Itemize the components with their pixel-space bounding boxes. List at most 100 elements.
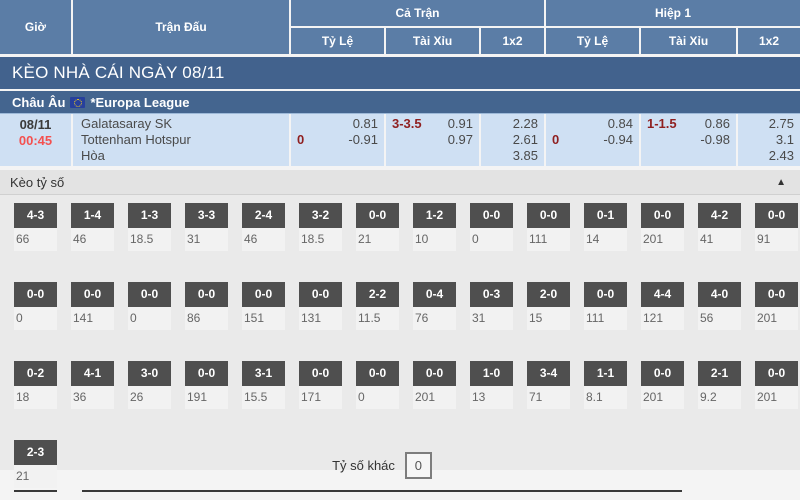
- score-pill[interactable]: 2-1: [698, 361, 741, 386]
- score-cell[interactable]: 0-0 201: [755, 361, 798, 409]
- score-pill[interactable]: 4-1: [71, 361, 114, 386]
- collapse-arrow-icon[interactable]: ▲: [776, 176, 786, 188]
- score-pill[interactable]: 0-0: [413, 361, 456, 386]
- score-cell[interactable]: 0-4 76: [413, 282, 456, 330]
- score-cell[interactable]: 4-1 36: [71, 361, 114, 409]
- score-pill[interactable]: 0-0: [356, 203, 399, 228]
- score-cell[interactable]: 0-0 201: [641, 203, 684, 251]
- score-pill[interactable]: 0-0: [14, 282, 57, 307]
- league-row[interactable]: Châu Âu *Europa League: [0, 91, 800, 114]
- full-1x2-draw-odds[interactable]: 3.85: [512, 148, 538, 163]
- score-pill[interactable]: 0-0: [128, 282, 171, 307]
- score-pill[interactable]: 0-0: [641, 361, 684, 386]
- score-pill[interactable]: 0-0: [185, 361, 228, 386]
- score-cell[interactable]: 0-3 31: [470, 282, 513, 330]
- score-cell[interactable]: 0-0 171: [299, 361, 342, 409]
- score-cell[interactable]: 4-4 121: [641, 282, 684, 330]
- full-1x2-away-odds[interactable]: 2.61: [512, 132, 538, 147]
- score-pill[interactable]: 0-2: [14, 361, 57, 386]
- score-pill[interactable]: 0-1: [584, 203, 627, 228]
- score-cell[interactable]: 0-0 0: [14, 282, 57, 330]
- score-pill[interactable]: 0-0: [356, 361, 399, 386]
- score-cell[interactable]: 0-0 201: [755, 282, 798, 330]
- score-pill[interactable]: 1-3: [128, 203, 171, 228]
- full-over-odds[interactable]: 0.91: [447, 116, 473, 131]
- full-handicap-cell[interactable]: 0.81 0 -0.91: [291, 114, 384, 166]
- score-cell[interactable]: 0-0 151: [242, 282, 285, 330]
- score-pill[interactable]: 1-4: [71, 203, 114, 228]
- score-cell[interactable]: 4-3 66: [14, 203, 57, 251]
- score-cell[interactable]: 1-2 10: [413, 203, 456, 251]
- score-pill[interactable]: 4-2: [698, 203, 741, 228]
- score-cell[interactable]: 2-4 46: [242, 203, 285, 251]
- full-handicap-away-odds[interactable]: -0.91: [348, 132, 378, 147]
- half-handicap-cell[interactable]: 0.84 0 -0.94: [546, 114, 639, 166]
- score-cell[interactable]: 0-0 111: [527, 203, 570, 251]
- score-cell[interactable]: 1-3 18.5: [128, 203, 171, 251]
- score-pill[interactable]: 2-0: [527, 282, 570, 307]
- score-pill[interactable]: 0-0: [299, 361, 342, 386]
- score-cell[interactable]: 0-2 18: [14, 361, 57, 409]
- score-cell[interactable]: 3-3 31: [185, 203, 228, 251]
- score-cell[interactable]: 3-2 18.5: [299, 203, 342, 251]
- score-cell[interactable]: 0-0 0: [356, 361, 399, 409]
- score-cell[interactable]: 4-2 41: [698, 203, 741, 251]
- score-cell[interactable]: 0-0 91: [755, 203, 798, 251]
- score-cell[interactable]: 4-0 56: [698, 282, 741, 330]
- score-cell[interactable]: 0-1 14: [584, 203, 627, 251]
- score-pill[interactable]: 0-0: [755, 361, 798, 386]
- full-overunder-cell[interactable]: 3-3.5 0.91 0.97: [386, 114, 479, 166]
- score-cell[interactable]: 3-4 71: [527, 361, 570, 409]
- full-under-odds[interactable]: 0.97: [447, 132, 473, 147]
- score-pill[interactable]: 0-3: [470, 282, 513, 307]
- score-cell[interactable]: 0-0 201: [413, 361, 456, 409]
- score-pill[interactable]: 3-4: [527, 361, 570, 386]
- score-pill[interactable]: 4-3: [14, 203, 57, 228]
- score-pill[interactable]: 4-4: [641, 282, 684, 307]
- full-1x2-cell[interactable]: 2.28 2.61 3.85: [481, 114, 544, 166]
- half-over-odds[interactable]: 0.86: [704, 116, 730, 131]
- half-handicap-away-odds[interactable]: -0.94: [603, 132, 633, 147]
- score-cell[interactable]: 0-0 141: [71, 282, 114, 330]
- score-cell[interactable]: 1-0 13: [470, 361, 513, 409]
- score-pill[interactable]: 0-0: [71, 282, 114, 307]
- score-cell[interactable]: 3-1 15.5: [242, 361, 285, 409]
- score-pill[interactable]: 3-2: [299, 203, 342, 228]
- score-pill[interactable]: 0-0: [299, 282, 342, 307]
- score-section-header[interactable]: Kèo tỷ số ▲: [0, 170, 800, 195]
- score-cell[interactable]: 0-0 0: [128, 282, 171, 330]
- score-cell[interactable]: 0-0 0: [470, 203, 513, 251]
- score-pill[interactable]: 0-0: [185, 282, 228, 307]
- score-pill[interactable]: 0-0: [470, 203, 513, 228]
- score-cell[interactable]: 0-0 201: [641, 361, 684, 409]
- full-1x2-home-odds[interactable]: 2.28: [512, 116, 538, 131]
- score-cell[interactable]: 2-3 21: [14, 440, 57, 492]
- score-pill[interactable]: 0-0: [527, 203, 570, 228]
- half-1x2-draw-odds[interactable]: 2.43: [768, 148, 794, 163]
- score-pill[interactable]: 0-0: [755, 203, 798, 228]
- score-cell[interactable]: 0-0 131: [299, 282, 342, 330]
- score-pill[interactable]: 0-0: [242, 282, 285, 307]
- score-cell[interactable]: 0-0 111: [584, 282, 627, 330]
- other-score-input[interactable]: 0: [404, 451, 432, 479]
- score-pill[interactable]: 1-1: [584, 361, 627, 386]
- score-pill[interactable]: 2-3: [14, 440, 57, 465]
- score-pill[interactable]: 3-0: [128, 361, 171, 386]
- score-cell[interactable]: 2-1 9.2: [698, 361, 741, 409]
- score-cell[interactable]: 1-1 8.1: [584, 361, 627, 409]
- score-cell[interactable]: 3-0 26: [128, 361, 171, 409]
- score-pill[interactable]: 3-3: [185, 203, 228, 228]
- score-cell[interactable]: 1-4 46: [71, 203, 114, 251]
- score-cell[interactable]: 0-0 21: [356, 203, 399, 251]
- half-under-odds[interactable]: -0.98: [700, 132, 730, 147]
- score-pill[interactable]: 3-1: [242, 361, 285, 386]
- half-1x2-home-odds[interactable]: 2.75: [768, 116, 794, 131]
- score-cell[interactable]: 0-0 86: [185, 282, 228, 330]
- score-cell[interactable]: 2-0 15: [527, 282, 570, 330]
- score-pill[interactable]: 1-2: [413, 203, 456, 228]
- match-teams-cell[interactable]: Galatasaray SK Tottenham Hotspur Hòa: [73, 114, 289, 166]
- score-pill[interactable]: 0-0: [641, 203, 684, 228]
- score-cell[interactable]: 0-0 191: [185, 361, 228, 409]
- score-pill[interactable]: 4-0: [698, 282, 741, 307]
- score-pill[interactable]: 1-0: [470, 361, 513, 386]
